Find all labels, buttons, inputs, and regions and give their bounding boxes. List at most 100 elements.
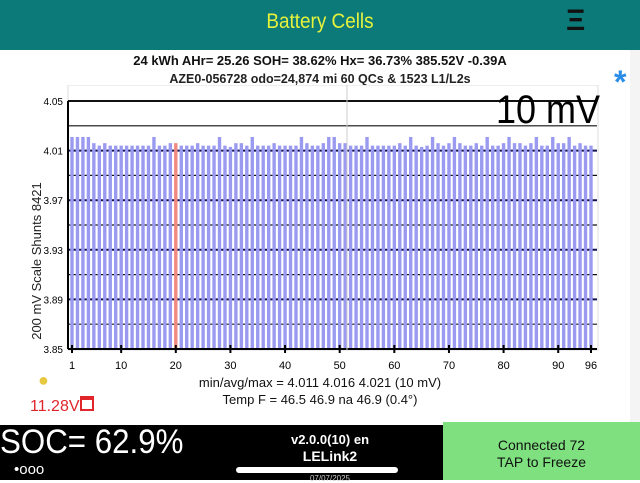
cell-bar-77[interactable] xyxy=(485,136,489,349)
cell-bar-27[interactable] xyxy=(212,145,216,349)
cell-bar-90[interactable] xyxy=(556,143,560,349)
cell-bar-64[interactable] xyxy=(414,145,418,349)
cell-bar-93[interactable] xyxy=(572,145,577,349)
cell-bar-44[interactable] xyxy=(305,143,309,349)
cell-bar-81[interactable] xyxy=(507,136,511,349)
cell-bar-12[interactable] xyxy=(130,145,134,349)
cell-bar-35[interactable] xyxy=(256,145,260,349)
cell-bar-18[interactable] xyxy=(163,145,167,349)
cell-bar-46[interactable] xyxy=(316,145,320,349)
cell-bar-36[interactable] xyxy=(261,145,265,349)
cell-bar-79[interactable] xyxy=(496,145,500,349)
cell-bar-17[interactable] xyxy=(157,145,162,349)
cell-bar-69[interactable] xyxy=(441,145,446,349)
cell-bar-42[interactable] xyxy=(294,145,298,349)
cell-bar-9[interactable] xyxy=(114,145,118,349)
lightbulb-icon[interactable]: ● xyxy=(38,370,49,390)
cell-bar-71[interactable] xyxy=(452,136,457,349)
cell-bar-74[interactable] xyxy=(469,145,473,349)
cell-bar-53[interactable] xyxy=(354,145,358,349)
cell-bar-19[interactable] xyxy=(168,143,173,349)
cell-bar-20[interactable] xyxy=(174,143,178,349)
cell-bar-22[interactable] xyxy=(185,145,189,349)
cell-bar-8[interactable] xyxy=(108,145,112,349)
cell-bar-38[interactable] xyxy=(272,143,276,349)
cell-bar-95[interactable] xyxy=(583,145,588,349)
cell-bar-96[interactable] xyxy=(589,145,593,349)
cell-bar-49[interactable] xyxy=(332,136,336,349)
cell-bar-65[interactable] xyxy=(419,146,424,349)
cell-bar-40[interactable] xyxy=(283,145,287,349)
cell-bar-16[interactable] xyxy=(152,136,156,349)
cell-bar-24[interactable] xyxy=(195,143,200,349)
cell-bar-11[interactable] xyxy=(124,145,129,349)
cell-bar-47[interactable] xyxy=(321,143,325,349)
cell-bar-88[interactable] xyxy=(545,145,549,349)
cell-bar-76[interactable] xyxy=(480,145,484,349)
cell-bar-14[interactable] xyxy=(141,145,145,349)
cell-bar-48[interactable] xyxy=(327,136,331,349)
cell-bar-45[interactable] xyxy=(310,145,315,349)
cell-bar-66[interactable] xyxy=(425,145,429,349)
cell-bar-25[interactable] xyxy=(201,145,205,349)
cell-bar-41[interactable] xyxy=(288,145,293,349)
cell-bar-32[interactable] xyxy=(239,143,244,349)
cell-bar-2[interactable] xyxy=(75,136,80,349)
cell-bar-6[interactable] xyxy=(97,145,102,349)
cell-bar-3[interactable] xyxy=(81,136,85,349)
cell-bar-31[interactable] xyxy=(234,143,238,349)
cell-voltage-chart[interactable]: 4.05 4.01 3.97 3.93 3.89 3.85 1 10 20 30 40 50 60 70 8… xyxy=(0,85,630,375)
cell-bar-56[interactable] xyxy=(370,145,375,349)
cell-bar-34[interactable] xyxy=(250,136,254,349)
cell-bar-21[interactable] xyxy=(179,145,183,349)
cell-bar-84[interactable] xyxy=(523,145,528,349)
cell-bar-39[interactable] xyxy=(277,145,282,349)
cell-bar-1[interactable] xyxy=(70,136,74,349)
cell-bar-15[interactable] xyxy=(146,145,151,349)
cell-bar-91[interactable] xyxy=(561,143,566,349)
cell-bar-4[interactable] xyxy=(86,136,91,349)
freeze-button[interactable] xyxy=(443,422,640,480)
cell-bar-37[interactable] xyxy=(266,145,271,349)
cell-bar-29[interactable] xyxy=(223,145,227,349)
cell-bar-5[interactable] xyxy=(92,143,96,349)
cell-bar-30[interactable] xyxy=(228,146,233,349)
cell-bar-63[interactable] xyxy=(409,136,413,349)
cell-bar-57[interactable] xyxy=(376,145,380,349)
cell-bar-55[interactable] xyxy=(365,136,369,349)
cell-bar-23[interactable] xyxy=(190,145,194,349)
cell-bar-43[interactable] xyxy=(299,136,304,349)
cell-bar-73[interactable] xyxy=(463,145,468,349)
cell-bar-89[interactable] xyxy=(551,136,555,349)
cell-bar-13[interactable] xyxy=(135,145,140,349)
cell-bar-80[interactable] xyxy=(501,143,506,349)
cell-bar-92[interactable] xyxy=(567,136,571,349)
cell-bar-83[interactable] xyxy=(518,143,522,349)
cell-bar-7[interactable] xyxy=(103,143,107,349)
cell-bar-52[interactable] xyxy=(348,145,353,349)
cell-bar-78[interactable] xyxy=(490,145,495,349)
cell-bar-70[interactable] xyxy=(447,143,451,349)
cell-bar-94[interactable] xyxy=(578,143,582,349)
scrollbar[interactable] xyxy=(630,50,640,425)
cell-bar-86[interactable] xyxy=(534,136,539,349)
cell-bar-68[interactable] xyxy=(436,143,440,349)
cell-bar-85[interactable] xyxy=(529,143,533,349)
cell-bar-51[interactable] xyxy=(343,143,347,349)
asterisk-icon[interactable]: * xyxy=(614,64,627,100)
cell-bar-28[interactable] xyxy=(217,136,222,349)
cell-bar-60[interactable] xyxy=(392,145,397,349)
cell-bar-61[interactable] xyxy=(398,143,402,349)
cell-bar-75[interactable] xyxy=(474,143,478,349)
cell-bar-33[interactable] xyxy=(245,145,249,349)
cell-bar-67[interactable] xyxy=(430,136,435,349)
cell-bar-82[interactable] xyxy=(512,143,517,349)
cell-bar-62[interactable] xyxy=(403,145,407,349)
cell-bar-26[interactable] xyxy=(206,145,211,349)
cell-bar-54[interactable] xyxy=(359,145,364,349)
cell-bar-59[interactable] xyxy=(387,145,391,349)
cell-bar-72[interactable] xyxy=(458,143,462,349)
menu-icon[interactable]: Ξ xyxy=(566,4,586,37)
calendar-icon[interactable] xyxy=(80,396,94,411)
cell-bar-87[interactable] xyxy=(540,145,544,349)
